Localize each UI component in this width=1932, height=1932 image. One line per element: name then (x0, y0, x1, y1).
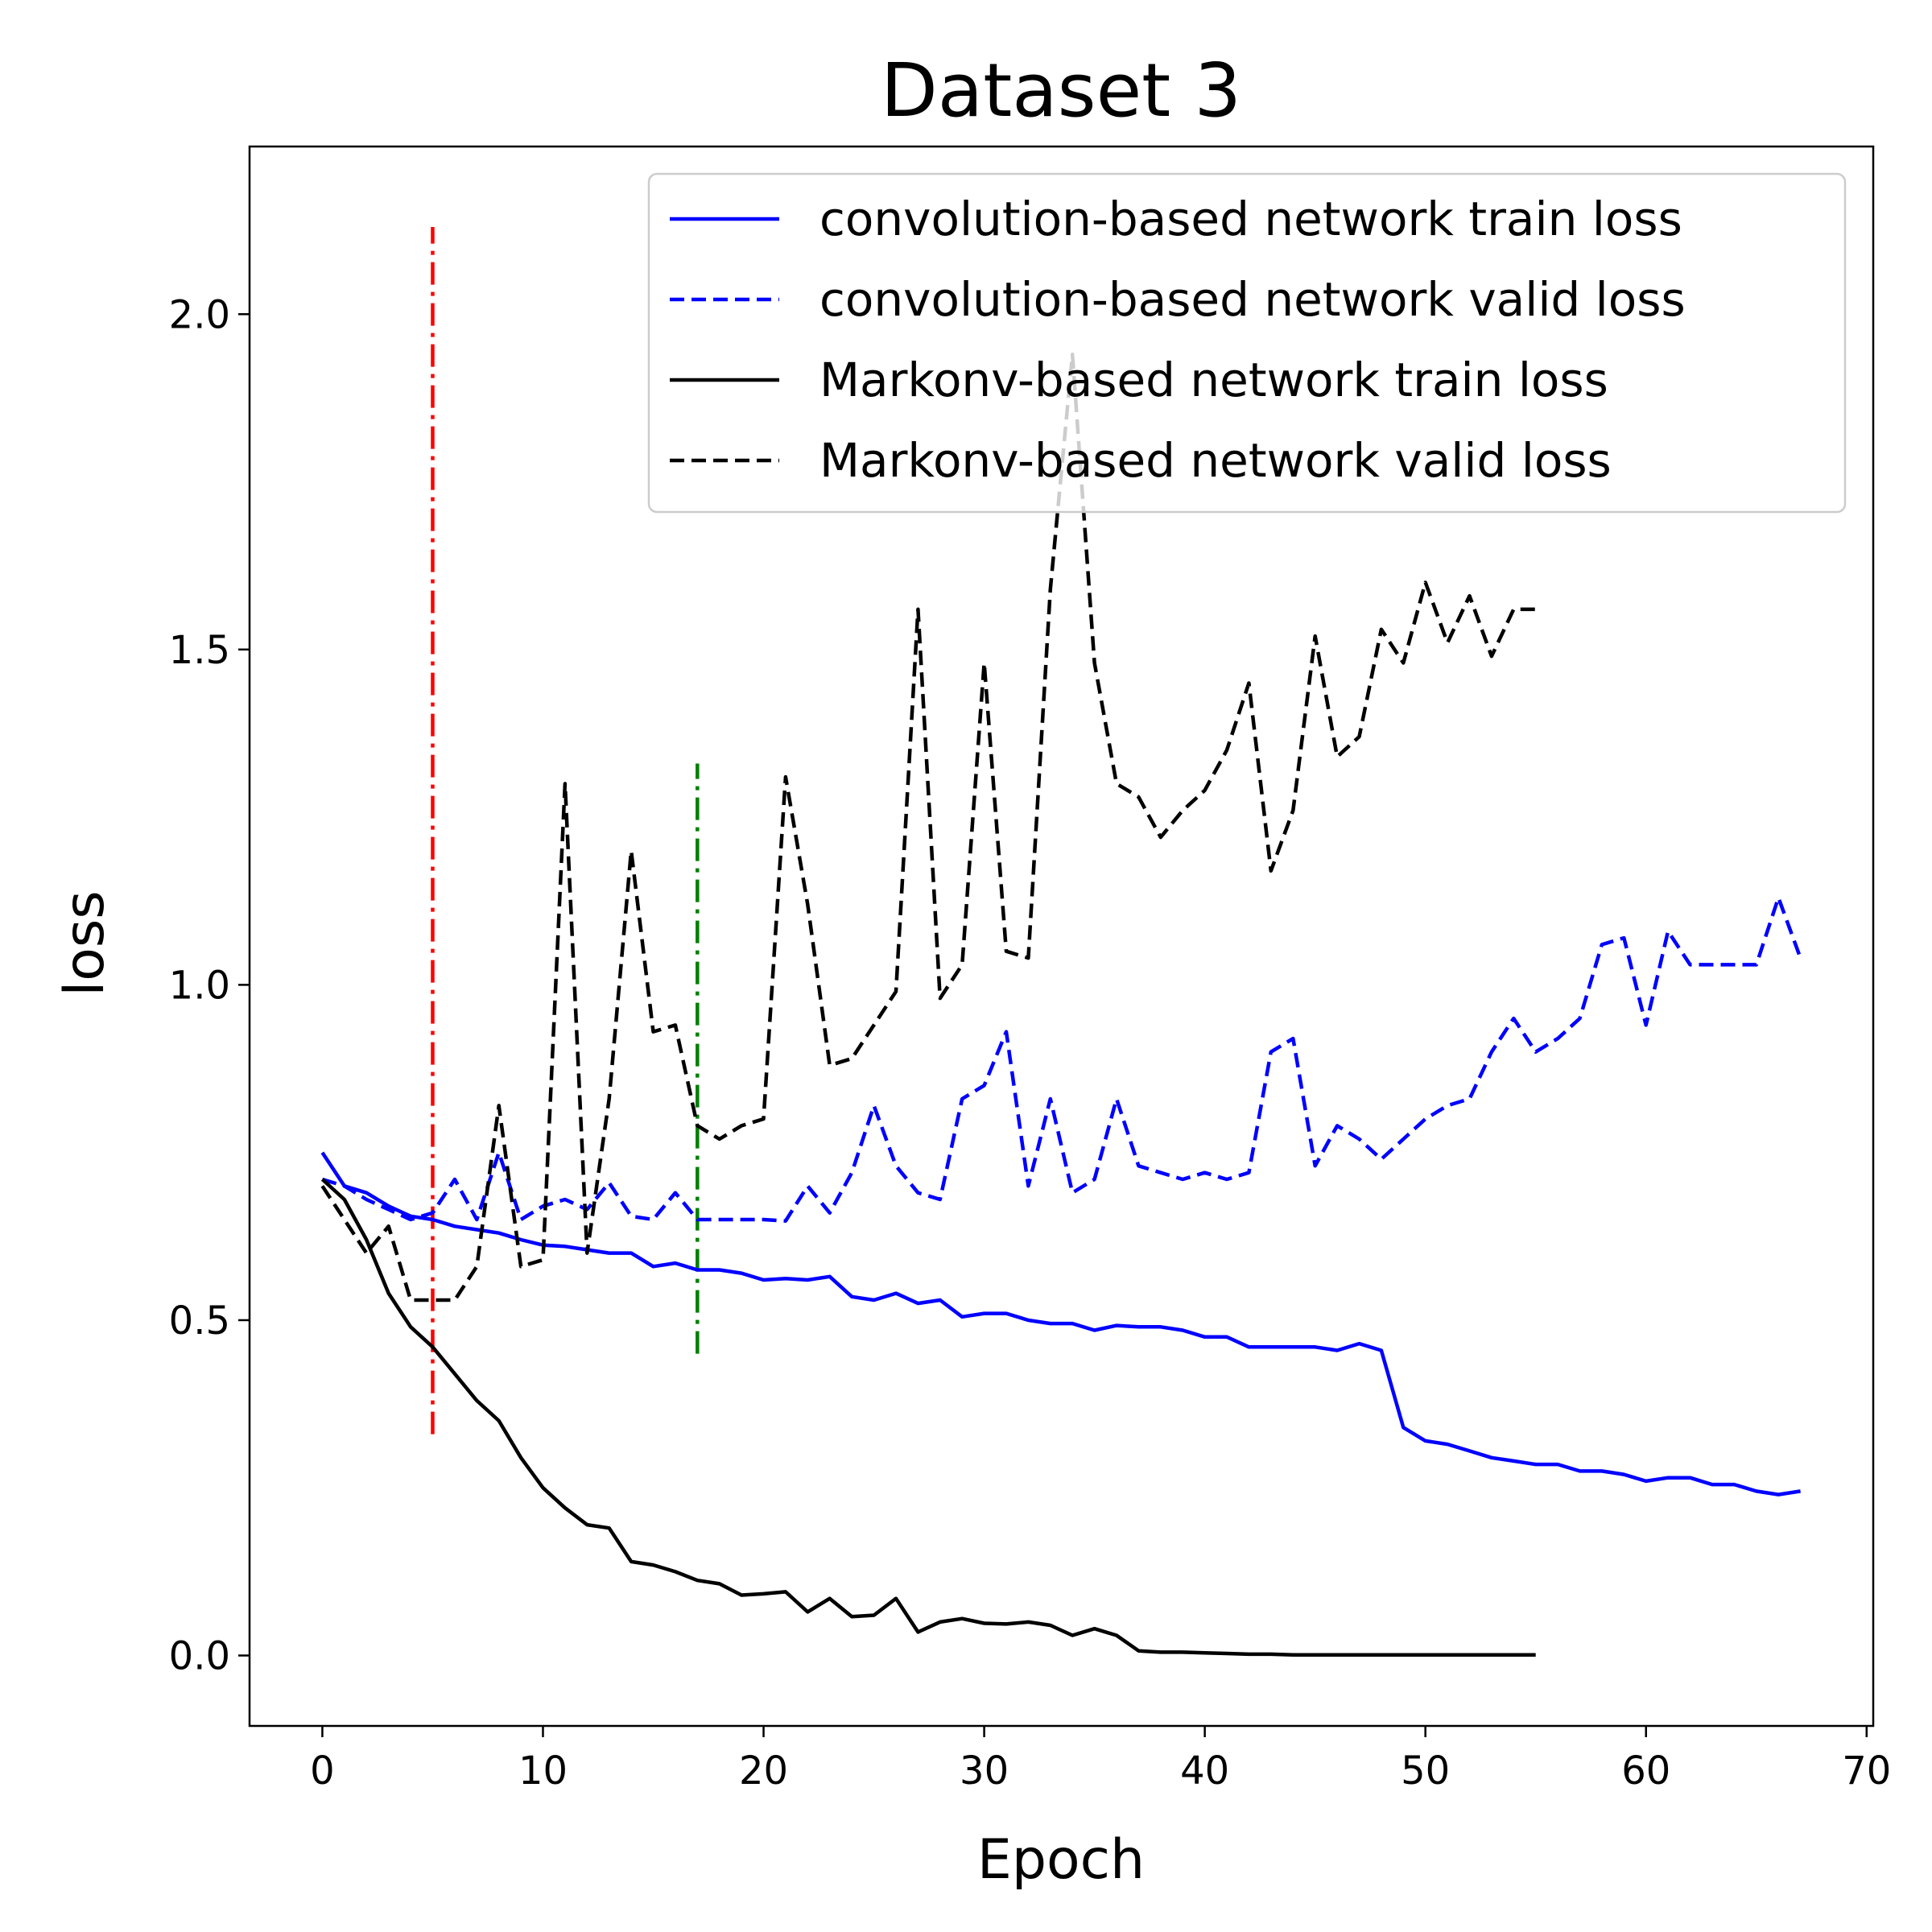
x-tick-label: 20 (739, 1748, 788, 1794)
chart-title: Dataset 3 (881, 47, 1241, 134)
series-line-2 (321, 895, 1802, 1223)
x-axis-ticks: 0 10 20 30 40 50 60 70 (310, 1726, 1891, 1794)
y-tick-label: 1.0 (169, 963, 230, 1008)
x-tick-label: 60 (1621, 1748, 1670, 1794)
y-tick-label: 2.0 (169, 292, 230, 337)
legend: convolution-based network train loss conv… (647, 172, 1847, 514)
x-axis-label: Epoch (977, 1828, 1145, 1892)
series-lines (320, 353, 1802, 1657)
series-line-1 (320, 1151, 1801, 1496)
x-tick-label: 0 (310, 1748, 335, 1794)
plot-frame (248, 145, 1875, 1728)
y-tick-label: 0.5 (169, 1298, 230, 1344)
reference-lines (431, 226, 700, 1435)
y-axis-ticks: 0.0 0.5 1.0 1.5 2.0 (169, 292, 250, 1679)
legend-label-2: convolution-based network valid loss (819, 272, 1686, 327)
x-tick-label: 40 (1180, 1748, 1229, 1794)
x-tick-label: 10 (518, 1748, 568, 1794)
legend-label-3: Markonv-based network train loss (819, 353, 1608, 407)
legend-label-4: Markonv-based network valid loss (819, 433, 1612, 488)
series-line-3 (320, 1178, 1536, 1657)
y-tick-label: 0.0 (169, 1634, 230, 1679)
x-tick-label: 50 (1401, 1748, 1450, 1794)
legend-label-1: convolution-based network train loss (819, 192, 1682, 246)
y-tick-label: 1.5 (169, 628, 230, 673)
series-line-4 (320, 353, 1536, 1302)
x-tick-label: 70 (1842, 1748, 1891, 1794)
x-tick-label: 30 (960, 1748, 1009, 1794)
y-axis-label: loss (53, 890, 117, 996)
legend-box (647, 172, 1847, 514)
